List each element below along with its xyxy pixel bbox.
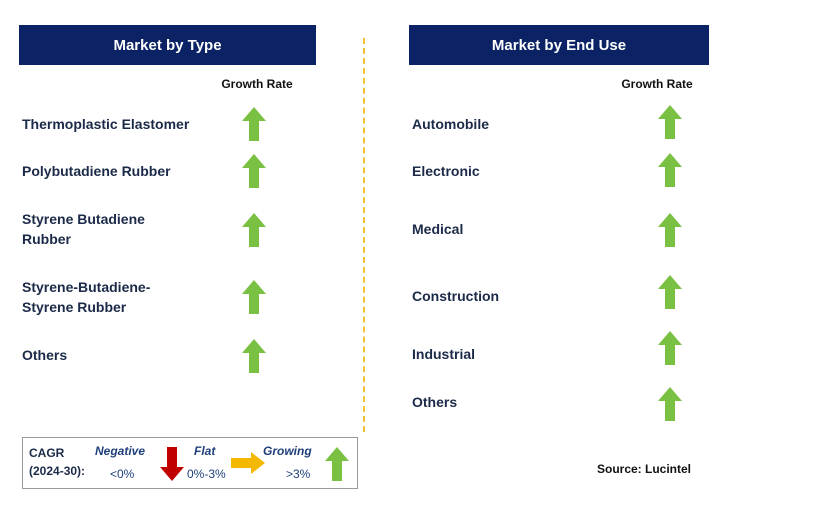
legend-box	[22, 437, 358, 489]
up-arrow-icon	[658, 105, 682, 139]
up-arrow-icon	[242, 213, 266, 247]
up-arrow-icon	[242, 107, 266, 141]
up-arrow-icon	[658, 275, 682, 309]
legend-negative: Negative	[95, 444, 146, 458]
row-label: Styrene Butadiene Rubber	[22, 211, 145, 247]
up-arrow-icon	[658, 213, 682, 247]
legend-growing: Growing	[263, 444, 312, 458]
row-label: Others	[22, 347, 68, 363]
row-label: Thermoplastic Elastomer	[22, 116, 190, 132]
row-label: Construction	[412, 288, 500, 304]
row-label: Medical	[412, 221, 464, 237]
up-arrow-icon	[325, 447, 349, 481]
left-title: Market by Type	[19, 25, 316, 65]
up-arrow-icon	[658, 387, 682, 421]
up-arrow-icon	[242, 280, 266, 314]
legend-flat-range: 0%-3%	[187, 467, 226, 481]
up-arrow-icon	[658, 153, 682, 187]
row-label: Styrene-Butadiene-Styrene Rubber	[22, 279, 151, 315]
row-label: Automobile	[412, 116, 489, 132]
source: Source: Lucintel	[597, 462, 692, 476]
right-arrow-icon	[231, 452, 265, 474]
down-arrow-icon	[160, 447, 184, 481]
legend-flat: Flat	[194, 444, 216, 458]
row-label: Electronic	[412, 163, 480, 179]
up-arrow-icon	[242, 339, 266, 373]
up-arrow-icon	[658, 331, 682, 365]
right-column-header: Growth Rate	[621, 77, 693, 91]
row-label: Polybutadiene Rubber	[22, 163, 171, 179]
divider	[363, 38, 365, 432]
legend-label: CAGR (2024-30):	[29, 446, 86, 478]
legend-negative-range: <0%	[110, 467, 135, 481]
legend-growing-range: >3%	[286, 467, 311, 481]
right-title: Market by End Use	[409, 25, 709, 65]
row-label: Industrial	[412, 346, 476, 362]
row-label: Others	[412, 394, 458, 410]
up-arrow-icon	[242, 154, 266, 188]
left-column-header: Growth Rate	[221, 77, 293, 91]
